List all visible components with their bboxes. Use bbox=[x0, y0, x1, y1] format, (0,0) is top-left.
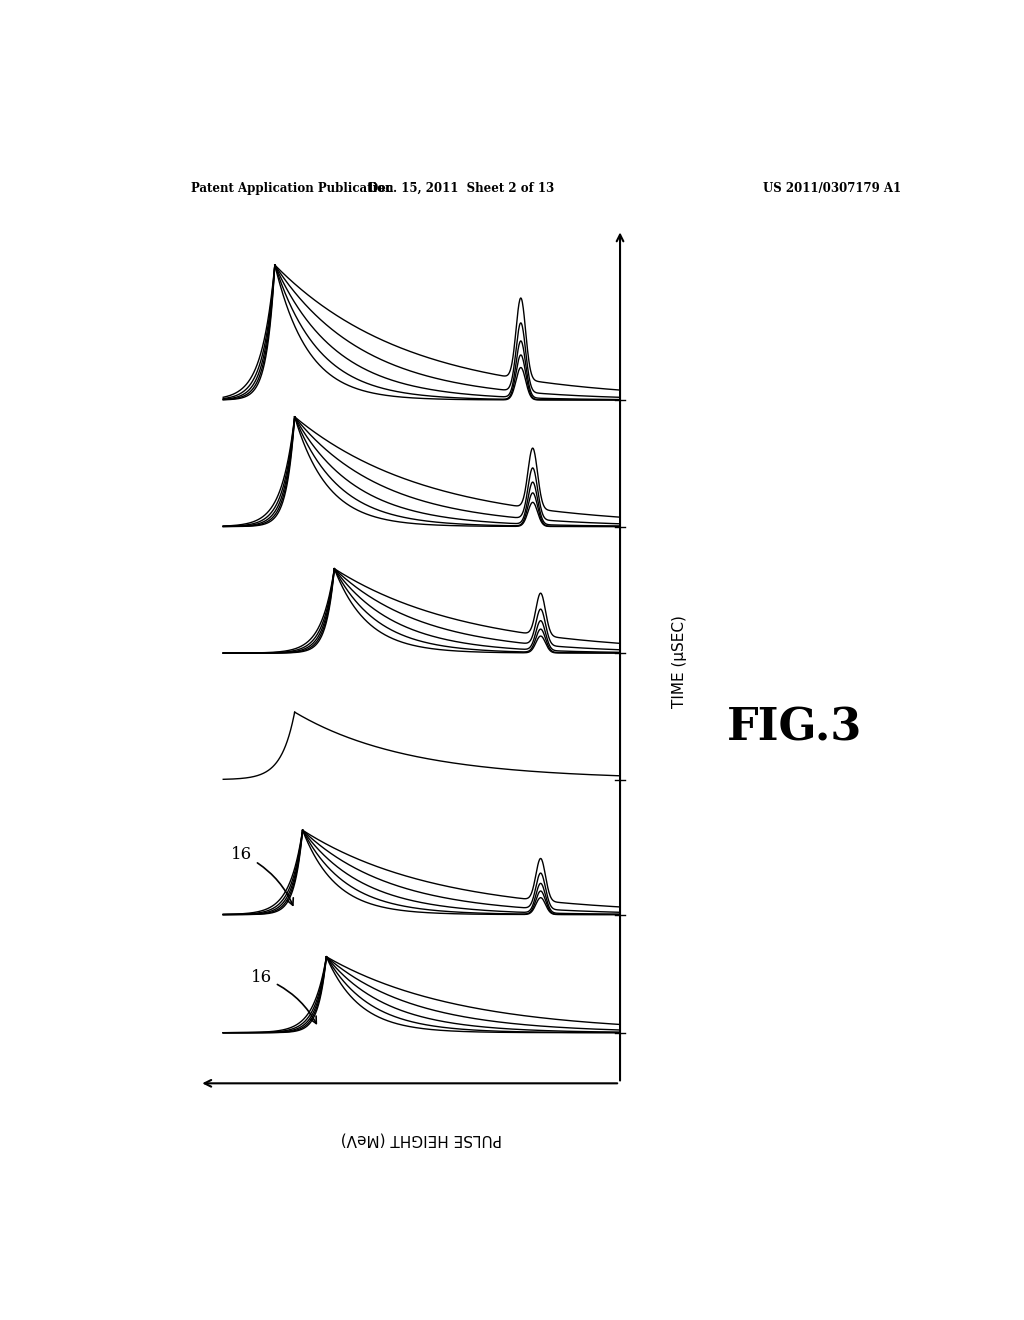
Text: US 2011/0307179 A1: US 2011/0307179 A1 bbox=[763, 182, 901, 195]
Text: TIME (μSEC): TIME (μSEC) bbox=[672, 615, 687, 708]
Text: 16: 16 bbox=[231, 846, 293, 906]
Text: PULSE HEIGHT (MeV): PULSE HEIGHT (MeV) bbox=[341, 1131, 502, 1147]
Text: Patent Application Publication: Patent Application Publication bbox=[191, 182, 394, 195]
Text: FIG.3: FIG.3 bbox=[727, 706, 862, 748]
Text: 16: 16 bbox=[251, 969, 316, 1023]
Text: Dec. 15, 2011  Sheet 2 of 13: Dec. 15, 2011 Sheet 2 of 13 bbox=[369, 182, 554, 195]
